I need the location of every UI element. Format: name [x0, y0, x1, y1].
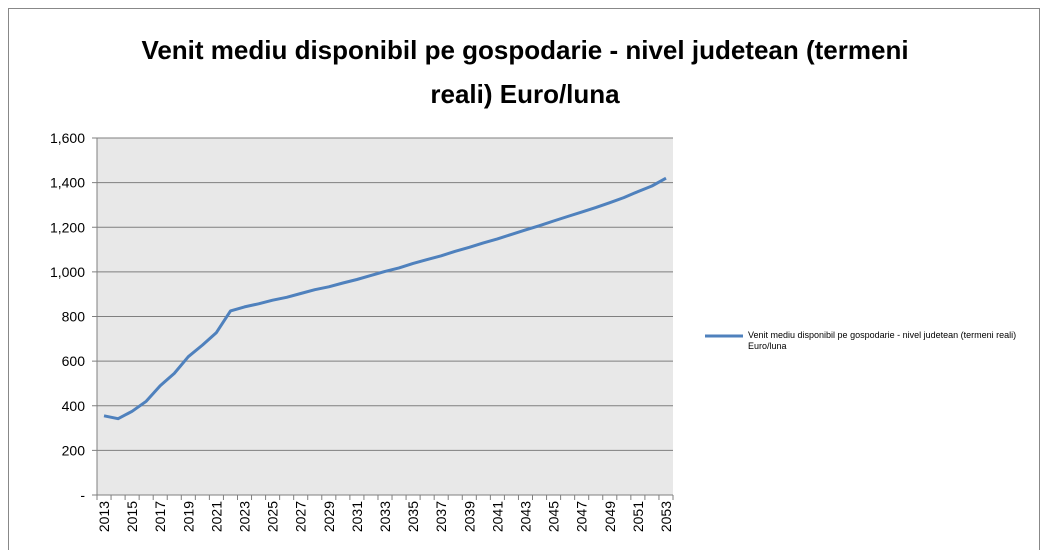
x-tick-label: 2035 — [405, 501, 421, 532]
x-tick-label: 2015 — [124, 501, 140, 532]
y-tick-label: 1,400 — [50, 175, 85, 191]
x-tick-label: 2013 — [96, 501, 112, 532]
x-tick-label: 2045 — [546, 501, 562, 532]
x-tick-label: 2047 — [574, 501, 590, 532]
x-tick-label: 2023 — [237, 501, 253, 532]
x-tick-label: 2037 — [433, 501, 449, 532]
x-tick-label: 2043 — [517, 501, 533, 532]
x-tick-label: 2053 — [658, 501, 674, 532]
x-tick-label: 2031 — [349, 501, 365, 532]
y-tick-label: 200 — [62, 442, 86, 458]
x-tick-label: 2019 — [180, 501, 196, 532]
chart-title: Venit mediu disponibil pe gospodarie - n… — [141, 35, 909, 109]
x-tick-label: 2027 — [293, 501, 309, 532]
x-tick-label: 2049 — [602, 501, 618, 532]
x-tick-label: 2017 — [152, 501, 168, 532]
x-tick-label: 2039 — [461, 501, 477, 532]
y-tick-label: 400 — [62, 398, 86, 414]
legend-label: Venit mediu disponibil pe gospodarie - n… — [748, 330, 1017, 351]
x-tick-label: 2051 — [630, 501, 646, 532]
x-tick-label: 2021 — [208, 501, 224, 532]
y-tick-label: 1,000 — [50, 264, 85, 280]
y-tick-label: 1,600 — [50, 130, 85, 146]
y-tick-label: 1,200 — [50, 219, 85, 235]
line-series — [103, 176, 667, 421]
x-tick-label: 2025 — [265, 501, 281, 532]
y-tick-label: - — [80, 487, 85, 503]
x-tick-label: 2029 — [321, 501, 337, 532]
x-tick-label: 2033 — [377, 501, 393, 532]
y-tick-label: 800 — [62, 309, 86, 325]
y-tick-label: 600 — [62, 353, 86, 369]
x-tick-label: 2041 — [489, 501, 505, 532]
